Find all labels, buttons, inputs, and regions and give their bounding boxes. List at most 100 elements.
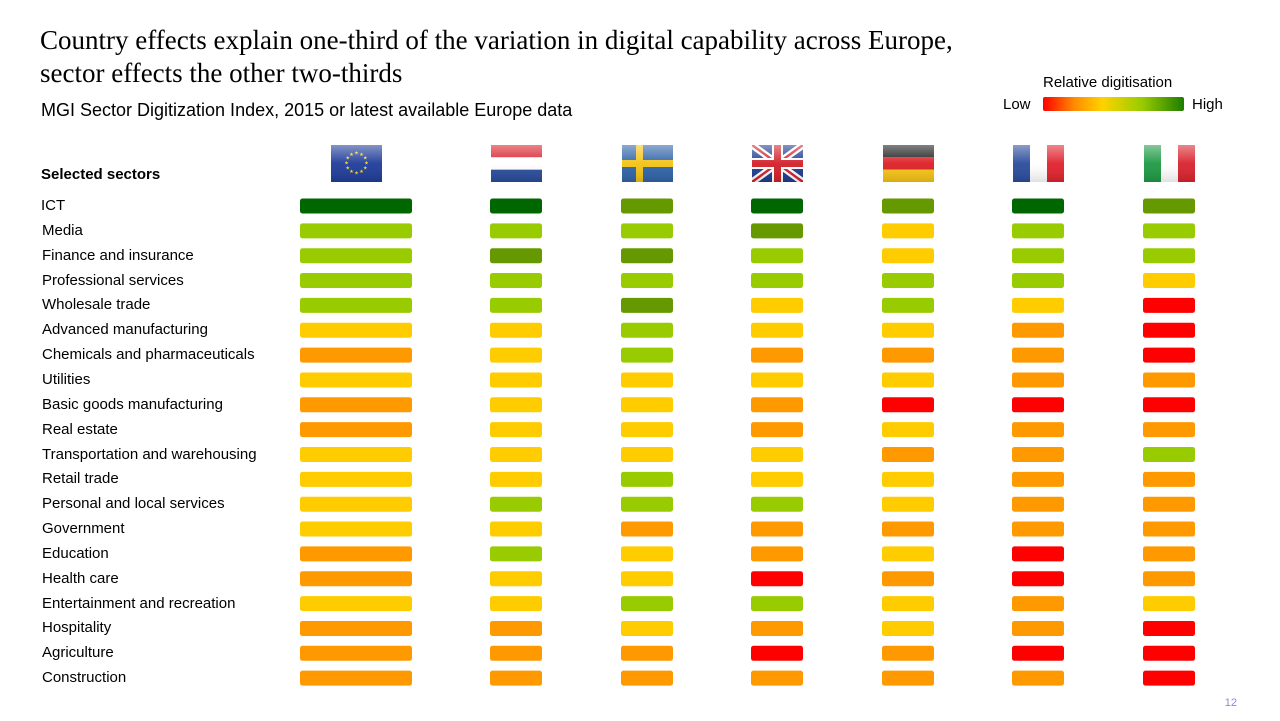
heatmap-cell (1143, 223, 1195, 239)
heatmap-cell (300, 372, 412, 388)
heatmap-cell (751, 645, 803, 661)
sector-label: Professional services (42, 271, 184, 289)
heatmap-cell (490, 223, 542, 239)
heatmap-cell (1143, 397, 1195, 413)
sector-label: Finance and insurance (42, 246, 194, 264)
heatmap-cell (490, 273, 542, 289)
sector-label: Education (42, 544, 109, 562)
heatmap-cell (490, 347, 542, 363)
heatmap-cell (751, 273, 803, 289)
legend-gradient-bar (1043, 97, 1184, 111)
heatmap-cell (882, 447, 934, 462)
heatmap-cell (1143, 447, 1195, 462)
heatmap-cell (1012, 422, 1064, 438)
heatmap-cell (882, 397, 934, 413)
heatmap-cell (1143, 670, 1195, 686)
heatmap-cell (621, 471, 673, 487)
heatmap-cell (1143, 198, 1195, 214)
heatmap-cell (882, 248, 934, 264)
heatmap-cell (621, 322, 673, 338)
heatmap-cell (300, 422, 412, 438)
heatmap-cell (621, 521, 673, 537)
sector-label: Basic goods manufacturing (42, 395, 223, 413)
heatmap-cell (751, 372, 803, 388)
heatmap-cell (300, 471, 412, 487)
legend-title: Relative digitisation (1043, 74, 1173, 91)
sector-label: Real estate (42, 420, 118, 438)
heatmap-cell (490, 670, 542, 686)
heatmap-cell (300, 546, 412, 562)
heatmap-cell (882, 372, 934, 388)
heatmap-cell (621, 422, 673, 438)
heatmap-cell (300, 447, 412, 462)
heatmap-cell (751, 620, 803, 636)
sector-label: Media (42, 221, 83, 239)
heatmap-cell (1143, 322, 1195, 338)
heatmap-cell (1012, 248, 1064, 264)
heatmap-cell (490, 471, 542, 487)
heatmap-cell (751, 422, 803, 438)
heatmap-cell (1143, 372, 1195, 388)
heatmap-cell (1143, 645, 1195, 661)
heatmap-cell (490, 620, 542, 636)
heatmap-cell (490, 372, 542, 388)
heatmap-cell (751, 248, 803, 264)
heatmap-cell (300, 496, 412, 512)
heatmap-cell (621, 223, 673, 239)
heatmap-cell (621, 447, 673, 462)
heatmap-cell (490, 198, 542, 214)
heatmap-cell (1012, 521, 1064, 537)
heatmap-cell (621, 397, 673, 413)
heatmap-cell (1143, 471, 1195, 487)
heatmap-cell (1012, 397, 1064, 413)
uk-flag-icon (752, 145, 803, 182)
heatmap-cell (1012, 471, 1064, 487)
heatmap-cell (1012, 273, 1064, 289)
heatmap-cell (621, 347, 673, 363)
heatmap-cell (1012, 322, 1064, 338)
heatmap-cell (1012, 571, 1064, 587)
legend-low-label: Low (1003, 96, 1031, 113)
heatmap-cell (1012, 297, 1064, 313)
heatmap-cell (1012, 496, 1064, 512)
heatmap-cell (1012, 645, 1064, 661)
heatmap-cell (1143, 546, 1195, 562)
heatmap-cell (882, 620, 934, 636)
heatmap-cell (490, 397, 542, 413)
heatmap-cell (751, 297, 803, 313)
heatmap-cell (882, 297, 934, 313)
germany-flag-icon (883, 145, 934, 182)
heatmap-cell (300, 248, 412, 264)
heatmap-cell (1143, 596, 1195, 612)
chart-title: Country effects explain one-third of the… (40, 24, 1090, 90)
heatmap-cell (1012, 670, 1064, 686)
heatmap-cell (751, 198, 803, 214)
france-flag-icon (1013, 145, 1064, 182)
sweden-flag-icon (622, 145, 673, 182)
heatmap-cell (882, 347, 934, 363)
heatmap-cell (490, 447, 542, 462)
sector-label: ICT (41, 197, 66, 214)
heatmap-cell (300, 596, 412, 612)
netherlands-flag-icon (491, 145, 542, 182)
heatmap-cell (1143, 347, 1195, 363)
heatmap-cell (882, 521, 934, 537)
heatmap-cell (751, 447, 803, 462)
heatmap-cell (882, 223, 934, 239)
sector-label: Construction (42, 669, 127, 687)
heatmap-cell (300, 645, 412, 661)
sectors-column-header: Selected sectors (41, 166, 161, 183)
heatmap-cell (751, 546, 803, 562)
heatmap-cell (1143, 248, 1195, 264)
heatmap-cell (490, 571, 542, 587)
heatmap-cell (882, 422, 934, 438)
heatmap-cell (882, 571, 934, 587)
heatmap-cell (1012, 546, 1064, 562)
heatmap-cell (751, 223, 803, 239)
heatmap-cell (621, 546, 673, 562)
sector-label: Personal and local services (42, 495, 225, 513)
heatmap-cell (300, 273, 412, 289)
heatmap-cell (300, 198, 412, 214)
heatmap-cell (621, 571, 673, 587)
heatmap-cell (621, 248, 673, 264)
